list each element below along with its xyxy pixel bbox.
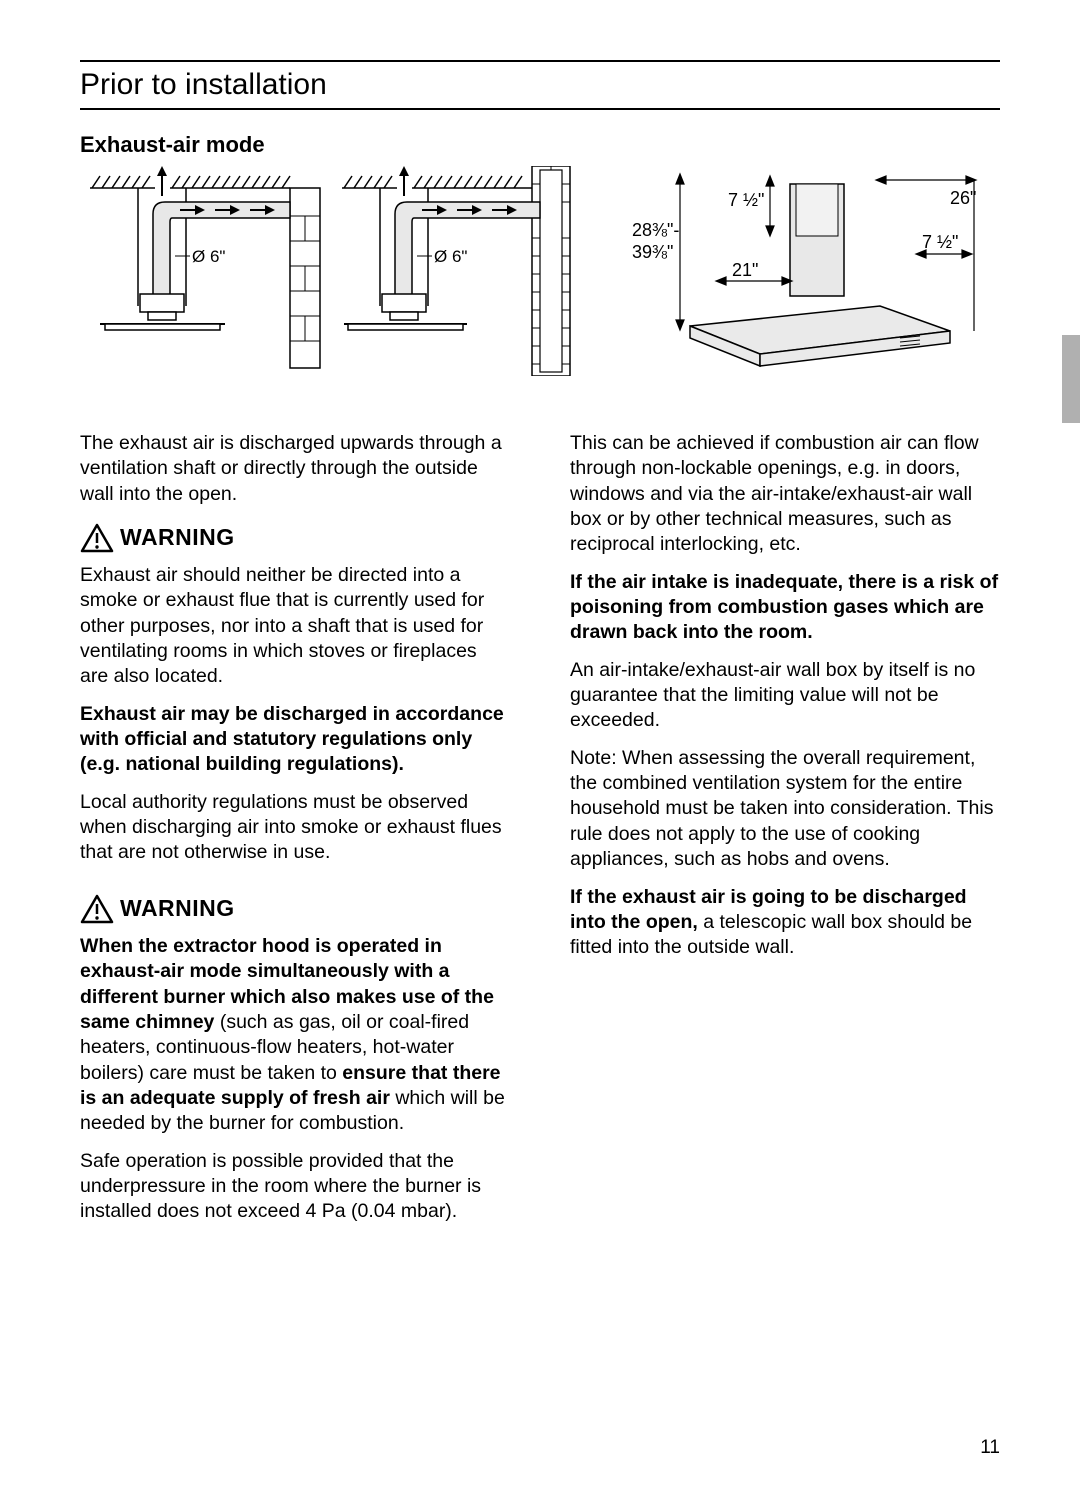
warning-heading-1: WARNING — [80, 523, 510, 553]
page-number: 11 — [980, 1437, 1000, 1459]
warning2-p2: Safe operation is possible provided that… — [80, 1149, 510, 1225]
warning1-bold: Exhaust air may be discharged in accorda… — [80, 702, 510, 778]
warning-icon — [80, 894, 114, 924]
intro-paragraph: The exhaust air is discharged upwards th… — [80, 431, 510, 507]
page-content: Prior to installation Exhaust-air mode — [0, 0, 1080, 1499]
right-p3: Note: When assessing the overall require… — [570, 746, 1000, 873]
right-bold1: If the air intake is inadequate, there i… — [570, 570, 1000, 646]
left-column: The exhaust air is discharged upwards th… — [80, 431, 510, 1237]
svg-text:39⅜": 39⅜" — [632, 242, 673, 262]
svg-text:26": 26" — [950, 188, 976, 208]
svg-text:21": 21" — [732, 260, 758, 280]
diagram-exhaust-wall: Ø 6" — [80, 166, 330, 391]
right-p2: An air-intake/exhaust-air wall box by it… — [570, 658, 1000, 734]
subheading: Exhaust-air mode — [80, 132, 1000, 158]
section-title: Prior to installation — [80, 68, 1000, 110]
warning-heading-2: WARNING — [80, 894, 510, 924]
right-p4: If the exhaust air is going to be discha… — [570, 885, 1000, 961]
duct-label-2: Ø 6" — [434, 247, 467, 266]
right-p1: This can be achieved if combustion air c… — [570, 431, 1000, 558]
right-column: This can be achieved if combustion air c… — [570, 431, 1000, 1237]
diagram-dimensions: 7 ½" 28⅜"- 39⅜" 21" 26" 7 ½" — [620, 166, 1000, 391]
warning1-p1: Exhaust air should neither be directed i… — [80, 563, 510, 690]
text-columns: The exhaust air is discharged upwards th… — [80, 431, 1000, 1237]
warning-label: WARNING — [120, 894, 235, 924]
warning-icon — [80, 523, 114, 553]
top-rule — [80, 60, 1000, 62]
warning1-p2: Local authority regulations must be obse… — [80, 790, 510, 866]
duct-label-1: Ø 6" — [192, 247, 225, 266]
svg-text:7 ½": 7 ½" — [922, 232, 958, 252]
svg-text:7 ½": 7 ½" — [728, 190, 764, 210]
warning-label: WARNING — [120, 523, 235, 553]
svg-text:28⅜"-: 28⅜"- — [632, 220, 679, 240]
warning2-p1: When the extractor hood is operated in e… — [80, 934, 510, 1137]
diagram-row: Ø 6" — [80, 166, 1000, 391]
diagram-exhaust-shaft: Ø 6" — [342, 166, 582, 391]
